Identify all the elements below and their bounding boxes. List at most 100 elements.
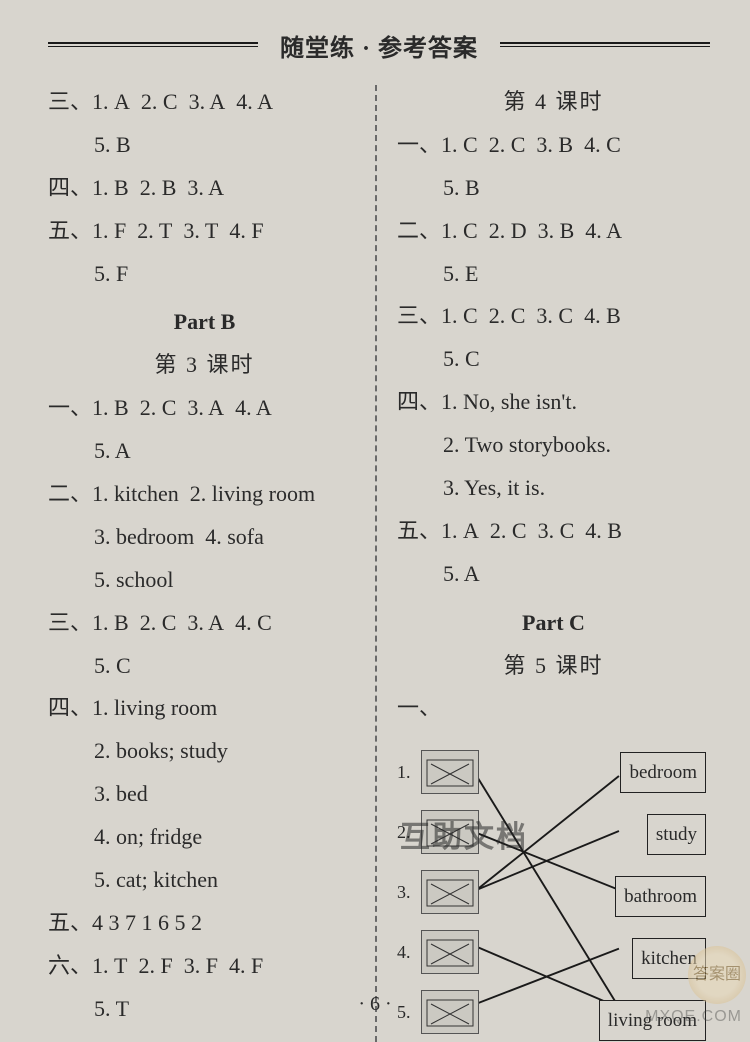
ans: 3. A bbox=[187, 610, 224, 635]
marker: 五、 bbox=[48, 218, 92, 243]
ans: 5. F bbox=[94, 261, 128, 286]
ans: 2. C bbox=[140, 610, 177, 635]
ans-row: 5. C bbox=[397, 338, 710, 381]
ans-row: 一、1. B 2. C 3. A 4. A bbox=[48, 387, 361, 430]
ans: 2. living room bbox=[190, 481, 315, 506]
ans: 3. A bbox=[187, 175, 224, 200]
ans: 2. D bbox=[489, 218, 527, 243]
marker: 二、 bbox=[48, 481, 92, 506]
ans: 3. A bbox=[189, 89, 226, 114]
ans: 1. C bbox=[441, 132, 478, 157]
ans: 4. sofa bbox=[205, 524, 264, 549]
room-thumb-icon bbox=[421, 810, 479, 854]
ans-row: 3. Yes, it is. bbox=[397, 467, 710, 510]
ans-row: 四、1. living room bbox=[48, 687, 361, 730]
ans-row: 五、1. A 2. C 3. C 4. B bbox=[397, 510, 710, 553]
ans: 3. F bbox=[184, 953, 218, 978]
ans: 1. B bbox=[92, 610, 129, 635]
ans-row: 5. E bbox=[397, 253, 710, 296]
match-item: 3. bbox=[397, 870, 479, 914]
ans-row: 5. B bbox=[48, 124, 361, 167]
ans-row: 2. books; study bbox=[48, 730, 361, 773]
ans: 1. C bbox=[441, 303, 478, 328]
ans-row: 五、4 3 7 1 6 5 2 bbox=[48, 902, 361, 945]
part-c-title: Part C bbox=[397, 602, 710, 645]
marker: 三、 bbox=[48, 89, 92, 114]
ans: 5. E bbox=[443, 261, 478, 286]
marker: 三、 bbox=[48, 610, 92, 635]
page-number: · 6 · bbox=[0, 993, 750, 1016]
page-title: 随堂练 · 参考答案 bbox=[272, 28, 486, 63]
columns: 三、1. A 2. C 3. A 4. A 5. B 四、1. B 2. B 3… bbox=[48, 81, 710, 1042]
ans-row: 5. F bbox=[48, 253, 361, 296]
ans-row: 2. Two storybooks. bbox=[397, 424, 710, 467]
ans-row: 5. cat; kitchen bbox=[48, 859, 361, 902]
ans: 5. B bbox=[94, 132, 131, 157]
ans-row: 四、1. No, she isn't. bbox=[397, 381, 710, 424]
ans: 2. F bbox=[138, 953, 172, 978]
ans: 1. A bbox=[92, 89, 130, 114]
marker: 二、 bbox=[397, 218, 441, 243]
site-watermark: MXQE.COM bbox=[645, 1008, 742, 1026]
left-column: 三、1. A 2. C 3. A 4. A 5. B 四、1. B 2. B 3… bbox=[48, 81, 373, 1042]
match-item: 2. bbox=[397, 810, 479, 854]
ans-row: 三、1. B 2. C 3. A 4. C bbox=[48, 602, 361, 645]
ans: 4. C bbox=[584, 132, 621, 157]
ans: 1. T bbox=[92, 953, 127, 978]
marker: 四、 bbox=[48, 175, 92, 200]
column-divider bbox=[375, 85, 377, 1042]
marker: 四、 bbox=[397, 389, 441, 414]
ans: 2. T bbox=[137, 218, 172, 243]
match-item: 4. bbox=[397, 930, 479, 974]
ans: 5. school bbox=[94, 567, 173, 592]
ans: 4. B bbox=[585, 518, 622, 543]
ans: 3. bedroom bbox=[94, 524, 194, 549]
ans: 2. C bbox=[141, 89, 178, 114]
match-label: bedroom bbox=[620, 752, 706, 793]
match-num: 1. bbox=[397, 755, 415, 790]
ans-row: 一、1. C 2. C 3. B 4. C bbox=[397, 124, 710, 167]
marker: 一、 bbox=[397, 132, 441, 157]
ans: 4. A bbox=[585, 218, 622, 243]
ans-row: 5. C bbox=[48, 645, 361, 688]
ans: 5. cat; kitchen bbox=[94, 867, 218, 892]
marker: 一、 bbox=[48, 395, 92, 420]
ans: 2. C bbox=[490, 518, 527, 543]
ans-row: 四、1. B 2. B 3. A bbox=[48, 167, 361, 210]
ans: 3. bed bbox=[94, 781, 148, 806]
ans: 3. Yes, it is. bbox=[443, 475, 545, 500]
ans: 4. B bbox=[584, 303, 621, 328]
ans-row: 3. bed bbox=[48, 773, 361, 816]
ans-row: 3. bedroom 4. sofa bbox=[48, 516, 361, 559]
ans-row: 五、1. F 2. T 3. T 4. F bbox=[48, 210, 361, 253]
ans: 2. B bbox=[140, 175, 177, 200]
match-num: 4. bbox=[397, 935, 415, 970]
marker: 五、 bbox=[397, 518, 441, 543]
ans-row: 六、1. T 2. F 3. F 4. F bbox=[48, 945, 361, 988]
ans: 1. A bbox=[441, 518, 479, 543]
l5-yi-marker: 一、 bbox=[397, 687, 710, 730]
ans: 1. B bbox=[92, 175, 129, 200]
ans: 5. A bbox=[443, 561, 480, 586]
right-column: 第 4 课时 一、1. C 2. C 3. B 4. C 5. B 二、1. C… bbox=[379, 81, 710, 1042]
header: 随堂练 · 参考答案 bbox=[48, 28, 710, 63]
ans: 3. A bbox=[187, 395, 224, 420]
ans: 2. C bbox=[140, 395, 177, 420]
marker: 四、 bbox=[48, 695, 92, 720]
match-num: 3. bbox=[397, 875, 415, 910]
ans-row: 4. on; fridge bbox=[48, 816, 361, 859]
ans-row: 三、1. A 2. C 3. A 4. A bbox=[48, 81, 361, 124]
ans: 2. C bbox=[489, 132, 526, 157]
marker: 五、 bbox=[48, 910, 92, 935]
rule-right bbox=[500, 42, 710, 47]
match-num: 2. bbox=[397, 815, 415, 850]
sequence: 4 3 7 1 6 5 2 bbox=[92, 910, 202, 935]
ans-row: 二、1. C 2. D 3. B 4. A bbox=[397, 210, 710, 253]
ans: 2. books; study bbox=[94, 738, 228, 763]
ans: 5. C bbox=[94, 653, 131, 678]
room-thumb-icon bbox=[421, 750, 479, 794]
match-label: study bbox=[647, 814, 706, 855]
room-thumb-icon bbox=[421, 870, 479, 914]
ans: 5. A bbox=[94, 438, 131, 463]
lesson3-title: 第 3 课时 bbox=[48, 344, 361, 387]
